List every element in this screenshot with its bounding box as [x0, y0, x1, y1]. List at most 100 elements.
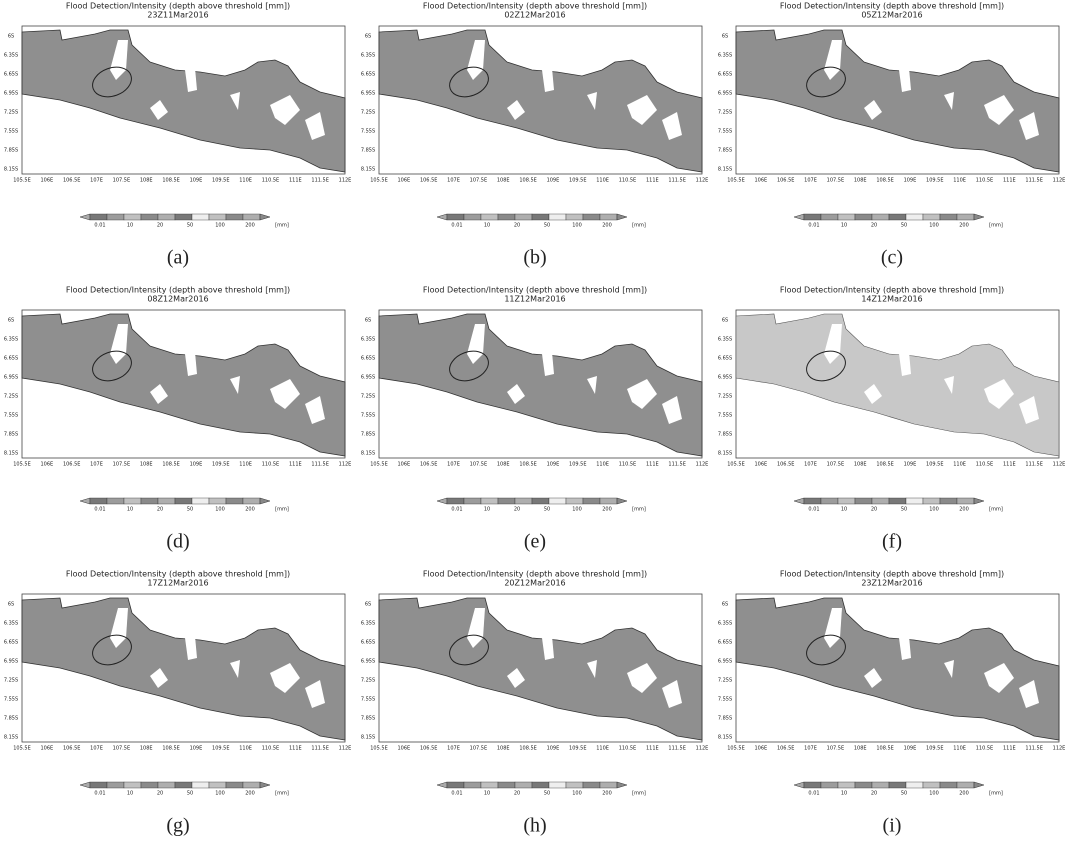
white-area — [587, 660, 597, 678]
highlight-circle — [449, 634, 489, 666]
land — [21, 597, 346, 741]
x-tick-label: 112E — [1053, 746, 1066, 752]
colorbar: 0.01 10 20 50 100 200 [mm] — [436, 213, 646, 229]
white-area — [1019, 112, 1039, 140]
y-tick-label: 6.35S — [718, 53, 732, 59]
x-tick-label: 109E — [904, 462, 917, 468]
white-area — [864, 668, 882, 688]
colorbar-label: 200 — [602, 223, 612, 229]
white-area — [627, 663, 657, 693]
colorbar-segment — [803, 781, 822, 789]
white-area — [627, 379, 657, 409]
x-tick-label: 108E — [140, 462, 153, 468]
y-tick-label: 8.15S — [718, 735, 732, 741]
colorbar-end — [436, 213, 448, 221]
white-area — [662, 112, 682, 140]
x-tick-label: 108E — [497, 178, 510, 184]
colorbar-segment — [803, 213, 822, 221]
map-panel: Flood Detection/Intensity (depth above t… — [4, 2, 352, 269]
x-tick-label: 108.5E — [162, 746, 179, 752]
white-area — [899, 352, 911, 376]
panel-caption: (g) — [166, 815, 189, 837]
colorbar: 0.01 10 20 50 100 200 [mm] — [79, 213, 289, 229]
y-tick-label: 6S — [365, 34, 371, 40]
x-tick-label: 108E — [497, 462, 510, 468]
colorbar-segment — [888, 781, 907, 789]
x-tick-label: 106.5E — [777, 462, 794, 468]
colorbar-label: [mm] — [989, 507, 1003, 513]
colorbar-segment — [463, 213, 482, 221]
white-area — [305, 680, 325, 708]
colorbar-segment — [514, 213, 533, 221]
x-tick-label: 105.5E — [727, 178, 744, 184]
colorbar-segment — [939, 781, 958, 789]
colorbar-segment — [871, 781, 890, 789]
x-tick-label: 110E — [596, 462, 609, 468]
x-tick-label: 105.5E — [13, 746, 30, 752]
colorbar-label: 0.01 — [808, 223, 819, 229]
colorbar-label: 0.01 — [94, 791, 105, 797]
colorbar: 0.01 10 20 50 100 200 [mm] — [436, 497, 646, 513]
y-tick-label: 7.55S — [4, 413, 18, 419]
colorbar-segment — [174, 781, 193, 789]
x-tick-label: 109.5E — [926, 178, 943, 184]
colorbar-label: 200 — [245, 791, 255, 797]
y-tick-label: 7.55S — [718, 413, 732, 419]
colorbar-label: 50 — [187, 507, 193, 513]
colorbar-segment — [956, 497, 975, 505]
colorbar-segment — [548, 781, 567, 789]
colorbar-segment — [837, 213, 856, 221]
colorbar-label: 20 — [514, 507, 520, 513]
x-tick-label: 111.5E — [1025, 462, 1042, 468]
colorbar-label: 50 — [544, 507, 550, 513]
x-tick-label: 109E — [190, 746, 203, 752]
colorbar-label: 200 — [959, 791, 969, 797]
x-tick-label: 107E — [447, 462, 460, 468]
x-tick-label: 111E — [646, 746, 659, 752]
white-area — [110, 608, 128, 648]
y-tick-label: 6.65S — [4, 72, 18, 78]
colorbar: 0.01 10 20 50 100 200 [mm] — [79, 497, 289, 513]
colorbar-segment — [922, 497, 941, 505]
white-area — [587, 376, 597, 394]
panel-caption: (d) — [166, 531, 189, 553]
y-tick-label: 7.55S — [4, 697, 18, 703]
x-tick-label: 111E — [1003, 462, 1016, 468]
x-tick-label: 112E — [339, 462, 352, 468]
colorbar-segment — [497, 781, 516, 789]
highlight-circle — [806, 634, 846, 666]
x-tick-label: 112E — [696, 178, 709, 184]
y-tick-label: 6.65S — [4, 356, 18, 362]
x-tick-label: 106E — [397, 746, 410, 752]
x-tick-label: 111E — [1003, 746, 1016, 752]
colorbar-segment — [582, 781, 601, 789]
white-area — [305, 112, 325, 140]
colorbar-segment — [854, 497, 873, 505]
colorbar: 0.01 10 20 50 100 200 [mm] — [79, 781, 289, 797]
white-area — [864, 384, 882, 404]
land — [378, 313, 703, 457]
colorbar-segment — [871, 213, 890, 221]
y-tick-label: 7.85S — [718, 716, 732, 722]
y-tick-label: 6S — [722, 34, 728, 40]
colorbar-end — [973, 781, 985, 789]
land — [735, 597, 1060, 741]
x-tick-label: 105.5E — [13, 462, 30, 468]
x-tick-label: 106E — [754, 462, 767, 468]
white-area — [185, 636, 197, 660]
colorbar: 0.01 10 20 50 100 200 [mm] — [793, 497, 1003, 513]
panel-caption: (c) — [881, 247, 903, 269]
colorbar-segment — [531, 213, 550, 221]
colorbar-segment — [939, 497, 958, 505]
white-area — [542, 352, 554, 376]
y-tick-label: 6S — [722, 318, 728, 324]
x-tick-label: 105.5E — [727, 462, 744, 468]
x-tick-label: 108.5E — [876, 462, 893, 468]
colorbar-segment — [446, 213, 465, 221]
colorbar-label: [mm] — [632, 507, 646, 513]
colorbar-end — [793, 213, 805, 221]
colorbar-label: 10 — [484, 223, 490, 229]
y-tick-label: 6.35S — [4, 621, 18, 627]
highlight-circle — [806, 66, 846, 98]
colorbar-label: 10 — [127, 791, 133, 797]
